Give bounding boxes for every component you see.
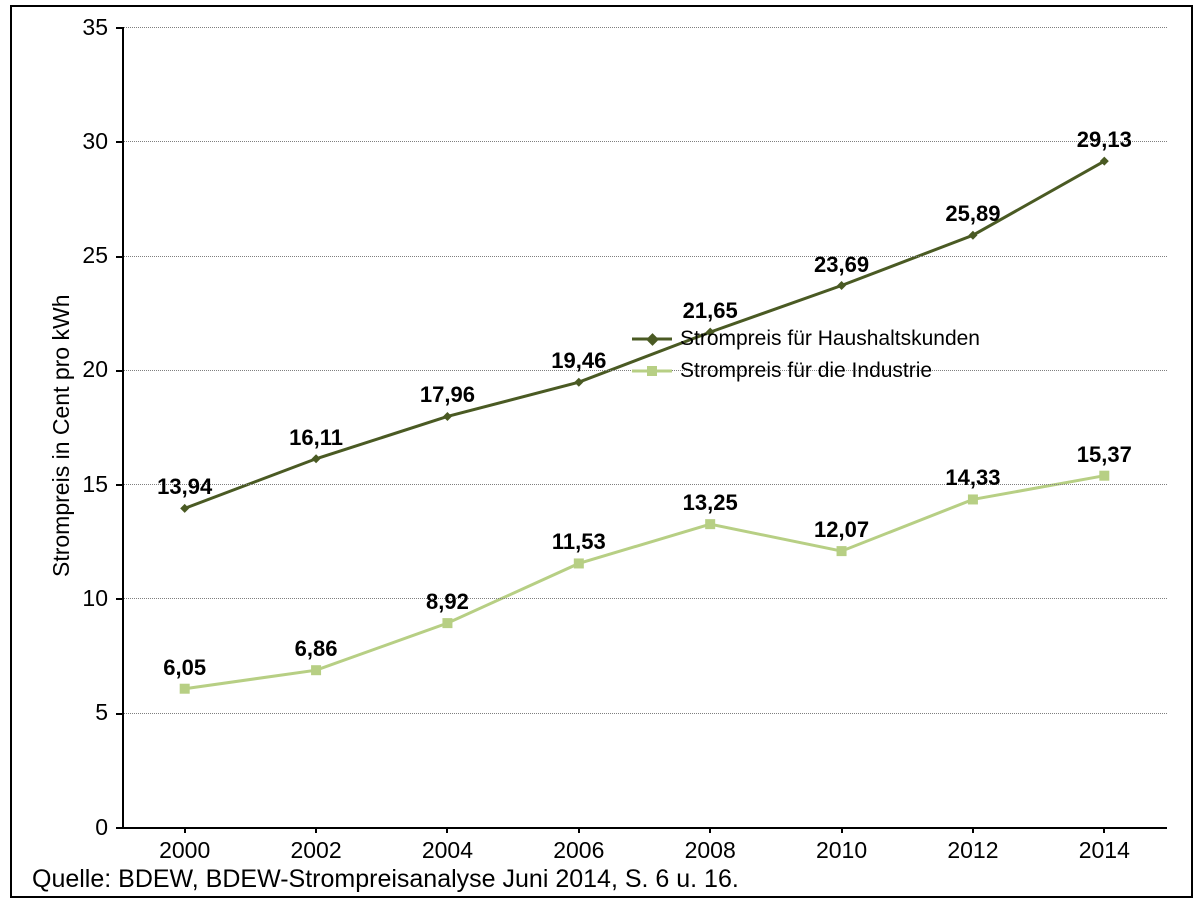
data-label: 8,92 [426, 589, 469, 615]
legend: Strompreis für Haushaltskunden Strompreis… [632, 327, 980, 391]
x-tick-label: 2004 [422, 837, 473, 864]
marker-square [180, 684, 190, 694]
marker-square [574, 558, 584, 568]
y-axis-line [122, 27, 124, 827]
x-axis-line [122, 827, 1167, 829]
marker-diamond [312, 454, 321, 463]
y-tick-label: 35 [82, 14, 108, 41]
x-tick-label: 2002 [290, 837, 341, 864]
grid-line [122, 27, 1167, 28]
marker-square [968, 494, 978, 504]
plot-svg [122, 27, 1167, 827]
data-label: 23,69 [814, 252, 869, 278]
legend-item: Strompreis für die Industrie [632, 359, 980, 383]
x-tick-label: 2014 [1079, 837, 1130, 864]
marker-square [442, 618, 452, 628]
data-label: 13,94 [157, 474, 212, 500]
marker-diamond [574, 378, 583, 387]
data-label: 11,53 [552, 529, 606, 555]
legend-sample [632, 332, 672, 346]
marker-square [1099, 471, 1109, 481]
data-label: 19,46 [551, 348, 606, 374]
grid-line [122, 598, 1167, 599]
y-axis-title: Strompreis in Cent pro kWh [48, 294, 75, 576]
x-tick-label: 2012 [947, 837, 998, 864]
legend-item: Strompreis für Haushaltskunden [632, 327, 980, 351]
grid-line [122, 484, 1167, 485]
y-tick-label: 25 [82, 242, 108, 269]
grid-line [122, 256, 1167, 257]
data-label: 15,37 [1077, 442, 1132, 468]
y-tick-label: 20 [82, 356, 108, 383]
data-label: 21,65 [683, 298, 738, 324]
marker-square [311, 665, 321, 675]
data-label: 16,11 [289, 425, 343, 451]
marker-square [705, 519, 715, 529]
data-label: 13,25 [683, 490, 738, 516]
x-tick-label: 2010 [816, 837, 867, 864]
y-tick-label: 10 [82, 585, 108, 612]
grid-line [122, 141, 1167, 142]
legend-label: Strompreis für Haushaltskunden [680, 327, 980, 351]
y-tick-label: 0 [95, 814, 108, 841]
x-tick-label: 2006 [553, 837, 604, 864]
x-tick-label: 2008 [685, 837, 736, 864]
data-label: 12,07 [814, 517, 869, 543]
marker-diamond [837, 281, 846, 290]
data-label: 6,86 [295, 636, 338, 662]
data-label: 6,05 [163, 655, 206, 681]
source-text: Quelle: BDEW, BDEW-Strompreisanalyse Jun… [32, 865, 739, 894]
plot-area [122, 27, 1167, 827]
data-label: 25,89 [945, 201, 1000, 227]
marker-diamond [443, 412, 452, 421]
y-tick-label: 15 [82, 471, 108, 498]
marker-diamond [180, 504, 189, 513]
marker-square [837, 546, 847, 556]
data-label: 29,13 [1077, 127, 1132, 153]
grid-line [122, 713, 1167, 714]
chart-frame: Strompreis in Cent pro kWh 0 5 10 15 20 25 30 3… [10, 5, 1193, 898]
legend-label: Strompreis für die Industrie [680, 359, 932, 383]
y-tick-label: 30 [82, 128, 108, 155]
x-tick-label: 2000 [159, 837, 210, 864]
legend-sample [632, 364, 672, 378]
chart-container: Strompreis in Cent pro kWh 0 5 10 15 20 25 30 3… [0, 0, 1203, 903]
y-tick-label: 5 [95, 699, 108, 726]
data-label: 17,96 [420, 382, 475, 408]
data-label: 14,33 [945, 465, 1000, 491]
